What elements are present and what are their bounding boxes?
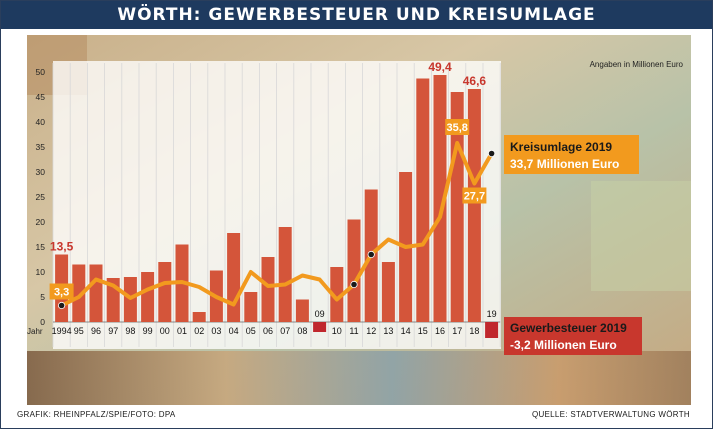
bar-99 [141, 272, 155, 322]
y-tick-label: 40 [36, 117, 46, 127]
kreisumlage-line [57, 141, 496, 310]
source-text: QUELLE: STADTVERWALTUNG WÖRTH [531, 410, 690, 419]
line-value-label: 3,3 [54, 287, 69, 299]
line-point-1994 [57, 301, 66, 310]
x-tick-labels: 1994 95 96 97 98 99 00 01 02 03 04 05 06 07 08 09 10 11 12… [52, 309, 497, 336]
bar-19 [485, 322, 499, 338]
x-tick-label: 98 [125, 326, 135, 336]
bar-08 [295, 299, 309, 322]
bar-10 [330, 267, 344, 322]
bar-04 [227, 233, 241, 322]
bar-00 [158, 262, 172, 322]
x-tick-label: 07 [280, 326, 290, 336]
callout-gewerbesteuer-box [504, 317, 642, 355]
bar-16 [433, 75, 447, 322]
background-photo-bottom [27, 351, 691, 405]
x-tick-label: 12 [366, 326, 376, 336]
callout-kreisumlage-line2: 33,7 Millionen Euro [510, 157, 619, 171]
y-tick-label: 50 [36, 67, 46, 77]
bar-value-label: 13,5 [50, 240, 74, 254]
x-tick-label: 06 [263, 326, 273, 336]
x-tick-label: 96 [91, 326, 101, 336]
x-tick-label: 16 [435, 326, 445, 336]
line-value-label: 27,7 [464, 191, 485, 203]
chart-title: WÖRTH: GEWERBESTEUER UND KREISUMLAGE [1, 1, 712, 29]
x-tick-label: 15 [418, 326, 428, 336]
bar-15 [416, 78, 430, 322]
x-tick-label: 05 [246, 326, 256, 336]
line-label-box [462, 187, 487, 204]
x-tick-label: 11 [349, 326, 358, 336]
line-value-label: 35,8 [446, 122, 467, 134]
x-axis-prefix: Jahr [27, 327, 43, 336]
x-tick-label: 18 [469, 326, 479, 336]
line-label-box [445, 119, 470, 135]
y-tick-label: 30 [36, 167, 46, 177]
x-tick-label: 03 [211, 326, 221, 336]
line-point-11 [350, 280, 358, 289]
callout-gewerbesteuer-line1: Gewerbesteuer 2019 [510, 321, 627, 335]
kreisumlage-polyline [59, 141, 494, 308]
x-tick-label: 00 [160, 326, 170, 336]
bar-05 [244, 292, 258, 322]
y-tick-label: 20 [36, 217, 46, 227]
y-tick-label: 45 [36, 92, 46, 102]
bar-96 [89, 264, 103, 322]
y-tick-label: 10 [36, 267, 46, 277]
y-tick-label: 25 [36, 192, 46, 202]
bar-07 [278, 227, 292, 322]
background-note-right [591, 181, 691, 291]
bar-02 [192, 312, 206, 322]
x-tick-label: 97 [108, 326, 118, 336]
unit-note: Angaben in Millionen Euro [590, 60, 684, 69]
x-tick-label: 14 [401, 326, 411, 336]
x-tick-label: 02 [194, 326, 204, 336]
callout-kreisumlage: Kreisumlage 2019 33,7 Millionen Euro [504, 135, 639, 174]
bar-09 [313, 322, 327, 332]
bar-18 [467, 89, 481, 322]
bar-value-label: 46,6 [463, 74, 487, 88]
line-label-box [49, 283, 74, 300]
line-point-19 [487, 149, 496, 158]
y-tick-label: 35 [36, 142, 46, 152]
bar-95 [72, 264, 86, 322]
y-tick-label: 5 [40, 292, 45, 302]
bar-11 [347, 219, 361, 322]
x-tick-label: 09 [315, 309, 325, 319]
x-tick-label: 99 [143, 326, 153, 336]
line-point-12 [367, 250, 375, 259]
x-tick-label: 17 [452, 326, 462, 336]
bar-13 [381, 262, 395, 322]
x-tick-label: 01 [177, 326, 187, 336]
x-tick-label: 10 [332, 326, 342, 336]
credit-text: GRAFIK: RHEINPFALZ/SPIE/FOTO: DPA [17, 410, 176, 419]
x-tick-label: 13 [383, 326, 393, 336]
x-tick-label: 08 [297, 326, 307, 336]
bar-06 [261, 257, 275, 322]
value-labels: 13,5 49,4 46,6 3,3 35,8 27,7 [49, 60, 487, 300]
x-tick-label: 95 [74, 326, 84, 336]
y-tick-label: 0 [40, 317, 45, 327]
x-tick-label: 1994 [52, 326, 72, 336]
callout-gewerbesteuer-line2: -3,2 Millionen Euro [510, 338, 617, 352]
callout-gewerbesteuer: Gewerbesteuer 2019 -3,2 Millionen Euro [504, 317, 642, 355]
y-tick-labels: 0 5 10 15 20 25 30 35 40 45 50 [36, 67, 46, 327]
callout-kreisumlage-line1: Kreisumlage 2019 [510, 140, 612, 154]
x-tick-label: 19 [487, 309, 497, 319]
y-tick-label: 15 [36, 242, 46, 252]
callout-kreisumlage-box [504, 135, 639, 174]
bar-value-label: 49,4 [428, 60, 452, 74]
x-tick-label: 04 [229, 326, 239, 336]
